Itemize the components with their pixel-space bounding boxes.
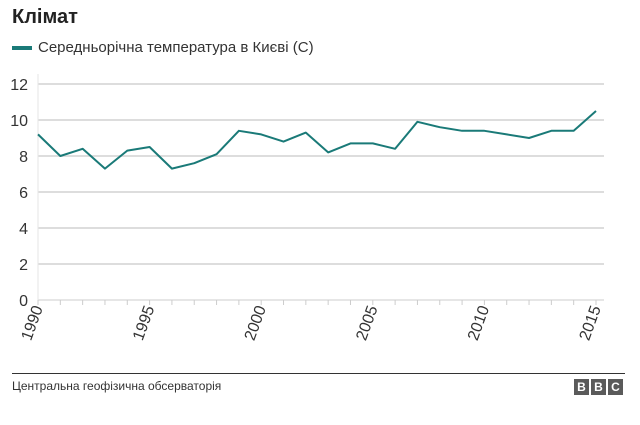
series-line bbox=[37, 110, 597, 170]
chart-title: Клімат bbox=[12, 6, 78, 28]
bbc-logo: B B C bbox=[574, 379, 623, 395]
logo-letter: B bbox=[591, 379, 606, 395]
x-tick-label: 1995 bbox=[130, 303, 158, 342]
legend-swatch bbox=[12, 45, 32, 50]
logo-letter: B bbox=[574, 379, 589, 395]
legend: Середньорічна температура в Києві (С) bbox=[12, 39, 314, 56]
x-tick-label: 2000 bbox=[242, 303, 270, 342]
legend-label: Середньорічна температура в Києві (С) bbox=[38, 39, 314, 56]
x-tick-label: 2010 bbox=[465, 303, 493, 342]
y-tick-label: 8 bbox=[19, 149, 28, 166]
y-tick-label: 2 bbox=[19, 257, 28, 274]
x-tick-label: 2005 bbox=[353, 303, 381, 342]
source-text: Центральна геофізична обсерваторія bbox=[12, 379, 222, 393]
footer-rule bbox=[12, 373, 625, 374]
logo-letter: C bbox=[608, 379, 623, 395]
y-tick-label: 6 bbox=[19, 185, 28, 202]
y-tick-label: 4 bbox=[19, 221, 28, 238]
y-tick-label: 0 bbox=[19, 293, 28, 310]
y-tick-label: 12 bbox=[10, 77, 28, 94]
x-tick-label: 2015 bbox=[577, 303, 605, 342]
y-tick-label: 10 bbox=[10, 113, 28, 130]
